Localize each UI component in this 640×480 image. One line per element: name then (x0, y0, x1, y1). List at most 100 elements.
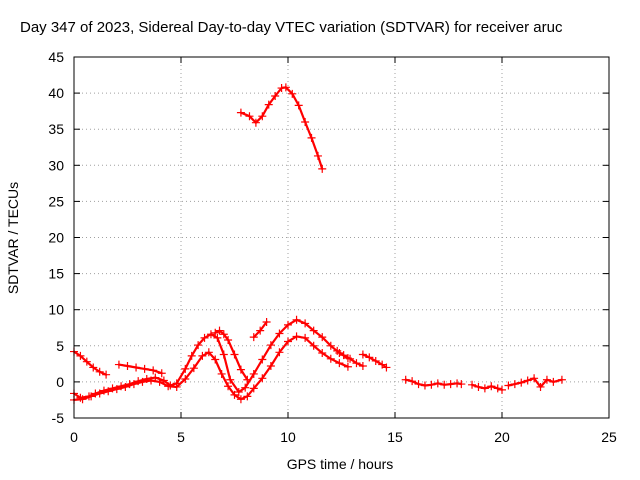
data-point (243, 375, 252, 384)
data-point (510, 380, 519, 389)
data-point (549, 377, 558, 386)
data-point (206, 330, 215, 339)
data-series (70, 83, 566, 404)
data-point (530, 374, 539, 383)
data-point (307, 133, 316, 142)
data-point (249, 333, 258, 342)
data-point (313, 151, 322, 160)
data-point (284, 337, 292, 346)
x-tick-label: 10 (280, 429, 296, 445)
data-point (224, 382, 233, 391)
series-arc-g (333, 346, 367, 371)
data-point (138, 377, 147, 386)
data-point (181, 364, 190, 373)
y-tick-label: 30 (48, 157, 64, 173)
data-point (258, 374, 267, 383)
data-point (318, 333, 327, 342)
data-point (292, 315, 301, 324)
data-point (408, 377, 417, 386)
data-point (262, 317, 271, 326)
data-point (224, 336, 233, 345)
data-point (95, 367, 104, 376)
x-tick-label: 15 (387, 429, 403, 445)
y-axis-ticks: -5 0 5 10 15 20 25 30 35 40 45 (48, 49, 609, 426)
series-arc-i (401, 375, 466, 390)
data-point (339, 351, 348, 360)
data-point (121, 382, 130, 391)
data-point (281, 83, 290, 92)
data-point (292, 332, 301, 341)
data-point (102, 370, 111, 379)
data-point (147, 376, 156, 385)
x-axis-ticks: 0 5 10 15 20 25 (70, 57, 617, 445)
data-point (140, 364, 149, 373)
data-point (258, 355, 267, 364)
data-point (89, 363, 98, 372)
data-point (149, 366, 158, 375)
data-point (211, 328, 220, 337)
data-point (365, 353, 374, 362)
data-point (542, 375, 551, 384)
data-point (230, 350, 239, 359)
data-point (258, 112, 267, 121)
data-point (301, 117, 310, 126)
data-point (493, 384, 502, 393)
y-tick-label: 0 (56, 374, 64, 390)
data-point (198, 351, 207, 360)
data-point (155, 377, 164, 386)
y-tick-label: 5 (56, 338, 64, 354)
series-arc-a (70, 315, 352, 402)
data-point (264, 100, 273, 109)
data-point (326, 354, 335, 363)
y-tick-label: 20 (48, 230, 64, 246)
x-tick-label: 0 (70, 429, 78, 445)
data-point (215, 326, 224, 335)
data-point (284, 320, 292, 329)
y-tick-label: 15 (48, 266, 64, 282)
series-arc-d (114, 360, 166, 378)
y-tick-label: 10 (48, 302, 64, 318)
y-tick-label: 25 (48, 193, 64, 209)
chart-title: Day 347 of 2023, Sidereal Day-to-day VTE… (20, 19, 563, 36)
data-point (256, 326, 265, 335)
data-point (236, 365, 245, 374)
data-point (440, 380, 449, 389)
data-point (95, 389, 104, 398)
y-tick-label: -5 (52, 410, 65, 426)
data-point (217, 369, 226, 378)
data-point (213, 333, 222, 342)
data-point (294, 101, 303, 110)
data-point (504, 381, 513, 390)
data-point (346, 354, 355, 363)
data-point (114, 360, 123, 369)
series-arc-j (468, 380, 506, 394)
x-tick-label: 25 (601, 429, 617, 445)
data-point (378, 360, 387, 369)
data-point (112, 385, 121, 394)
series-arc-e (211, 326, 252, 384)
data-point (266, 341, 275, 350)
x-axis-label: GPS time / hours (287, 456, 394, 472)
data-point (309, 326, 318, 335)
data-point (123, 362, 132, 371)
data-point (249, 369, 258, 378)
data-point (309, 341, 318, 350)
data-point (157, 369, 166, 378)
data-point (104, 387, 113, 396)
data-point (219, 350, 228, 359)
series-arc-c (70, 347, 111, 379)
data-point (468, 380, 477, 389)
data-point (249, 384, 258, 393)
x-tick-label: 20 (494, 429, 510, 445)
y-tick-label: 40 (48, 85, 64, 101)
data-point (487, 382, 496, 391)
data-point (401, 375, 410, 384)
data-point (446, 380, 455, 389)
series-arc-f (249, 317, 271, 342)
data-point (76, 351, 85, 360)
data-point (427, 380, 436, 389)
y-axis-label: SDTVAR / TECUs (5, 182, 21, 294)
data-point (326, 341, 335, 350)
data-point (523, 376, 532, 385)
x-tick-label: 5 (177, 429, 185, 445)
